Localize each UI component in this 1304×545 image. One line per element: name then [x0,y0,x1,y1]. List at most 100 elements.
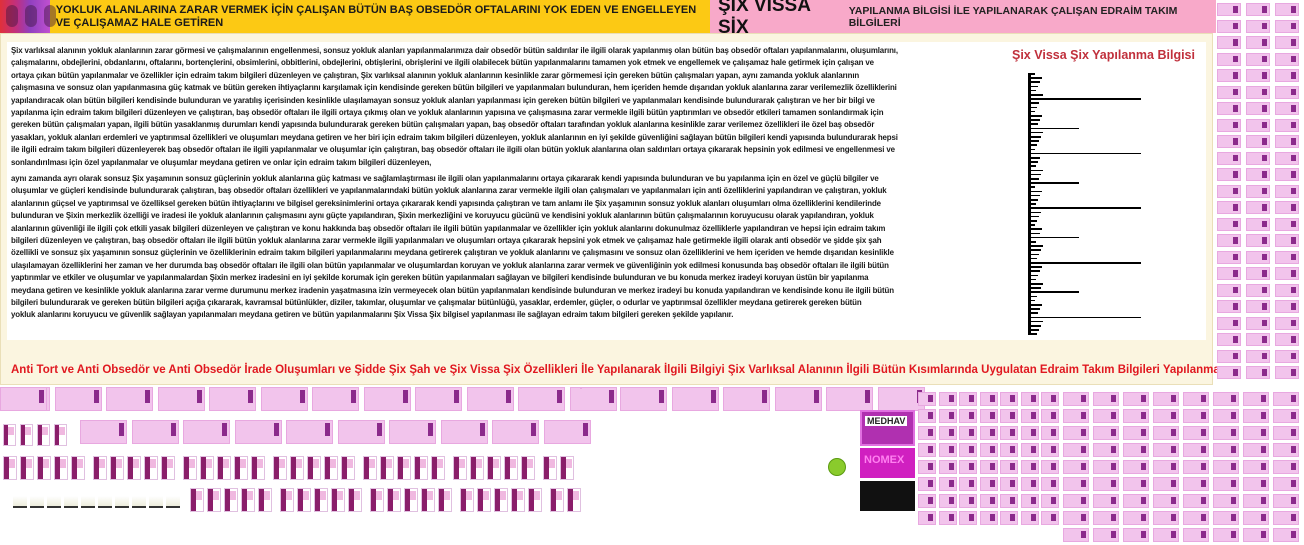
thumbnail[interactable] [1217,168,1241,181]
thumbnail[interactable] [1000,494,1018,508]
thumbnail[interactable] [1123,460,1149,474]
thumbnail[interactable] [1063,443,1089,457]
thumbnail[interactable] [1246,217,1270,231]
thumbnail[interactable] [979,511,998,525]
thumbnail[interactable] [1020,409,1039,423]
thumbnail[interactable] [1273,494,1299,508]
thumbnail[interactable] [1246,250,1270,264]
thumbnail[interactable] [1273,392,1299,406]
thumbnail[interactable] [1275,366,1299,379]
tiny-thumbnail[interactable] [115,496,129,508]
thumbnail[interactable] [1041,426,1059,440]
thumbnail[interactable] [1217,135,1241,148]
thumbnail[interactable] [1020,460,1039,474]
thumbnail[interactable] [1275,316,1299,330]
book-cover-thumbnail[interactable] [460,488,474,512]
thumbnail[interactable] [1217,267,1241,280]
book-cover-thumbnail[interactable] [280,488,294,512]
thumbnail[interactable] [1000,460,1018,474]
book-cover-thumbnail[interactable] [567,488,581,512]
thumbnail[interactable] [80,420,127,444]
book-cover-thumbnail[interactable] [217,456,231,480]
thumbnail[interactable] [774,387,822,411]
book-cover-thumbnail[interactable] [234,456,248,480]
thumbnail[interactable] [1020,443,1039,457]
book-cover-thumbnail[interactable] [414,456,428,480]
book-cover-thumbnail[interactable] [273,456,287,480]
thumbnail[interactable] [918,511,936,525]
thumbnail[interactable] [1123,511,1149,525]
book-cover-thumbnail[interactable] [183,456,197,480]
thumbnail[interactable] [1093,409,1119,423]
thumbnail[interactable] [415,387,462,411]
thumbnail[interactable] [1153,511,1179,525]
thumbnail[interactable] [1217,19,1241,33]
thumbnail[interactable] [1243,494,1269,508]
thumbnail[interactable] [938,494,957,508]
thumbnail[interactable] [1020,511,1039,525]
thumbnail[interactable] [1246,135,1270,148]
thumbnail[interactable] [1213,477,1239,491]
thumbnail[interactable] [1246,19,1270,33]
thumbnail[interactable] [1000,511,1018,525]
thumbnail[interactable] [918,494,936,508]
thumbnail[interactable] [938,460,957,474]
thumbnail[interactable] [1246,366,1270,379]
thumbnail[interactable] [1041,392,1059,406]
book-cover-thumbnail[interactable] [521,456,535,480]
thumbnail[interactable] [959,494,977,508]
thumbnail[interactable] [979,409,998,423]
thumbnail[interactable] [1123,426,1149,440]
thumbnail[interactable] [0,387,47,411]
thumbnail[interactable] [1246,36,1270,49]
thumbnail[interactable] [1217,36,1241,49]
thumbnail[interactable] [959,392,977,406]
book-cover-thumbnail[interactable] [258,488,272,512]
thumbnail[interactable] [1213,528,1239,542]
thumbnail[interactable] [1246,201,1270,214]
book-cover-thumbnail[interactable] [144,456,158,480]
thumbnail[interactable] [1093,494,1119,508]
thumbnail[interactable] [1153,409,1179,423]
thumbnail[interactable] [1243,392,1269,406]
thumbnail[interactable] [1275,52,1299,66]
thumbnail[interactable] [1217,118,1241,132]
tiny-thumbnail[interactable] [132,496,146,508]
book-cover-thumbnail[interactable] [348,488,362,512]
thumbnail[interactable] [1246,349,1270,363]
thumbnail[interactable] [1275,102,1299,115]
thumbnail[interactable] [1246,234,1270,247]
thumbnail[interactable] [938,426,957,440]
thumbnail[interactable] [979,460,998,474]
book-cover-thumbnail[interactable] [161,456,175,480]
thumbnail[interactable] [1153,426,1179,440]
tiny-thumbnail[interactable] [64,496,78,508]
thumbnail[interactable] [938,409,957,423]
thumbnail[interactable] [466,387,514,411]
thumbnail[interactable] [1246,184,1270,198]
thumbnail[interactable] [1213,443,1239,457]
thumbnail[interactable] [1041,443,1059,457]
thumbnail[interactable] [1153,477,1179,491]
book-cover-thumbnail[interactable] [224,488,238,512]
tiny-thumbnail[interactable] [149,496,163,508]
book-cover-thumbnail[interactable] [110,456,124,480]
thumbnail[interactable] [1183,392,1209,406]
book-cover-thumbnail[interactable] [190,488,204,512]
thumbnail[interactable] [826,387,873,411]
book-cover-thumbnail[interactable] [528,488,542,512]
thumbnail[interactable] [1246,151,1270,165]
book-cover-thumbnail[interactable] [307,456,321,480]
book-cover-thumbnail[interactable] [314,488,328,512]
book-cover-thumbnail[interactable] [71,456,85,480]
thumbnail[interactable] [918,426,936,440]
thumbnail[interactable] [1273,528,1299,542]
thumbnail[interactable] [1217,184,1241,198]
thumbnail[interactable] [580,387,582,389]
book-cover-thumbnail[interactable] [331,488,345,512]
tiny-thumbnail[interactable] [13,496,27,508]
thumbnail[interactable] [1246,69,1270,82]
thumbnail[interactable] [1000,426,1018,440]
thumbnail[interactable] [543,420,591,444]
thumbnail[interactable] [1183,443,1209,457]
